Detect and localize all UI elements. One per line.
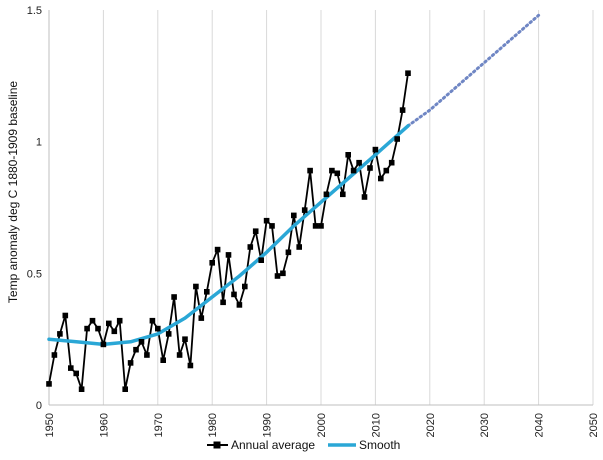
annual-point-1987 — [247, 244, 254, 250]
y-tick-label-1: 0.5 — [27, 268, 42, 280]
annual-point-2010 — [372, 146, 379, 153]
legend-annual-average-label: Annual average — [231, 438, 315, 452]
y-tick-label-0: 0 — [36, 400, 42, 412]
annual-point-1989 — [258, 257, 264, 263]
annual-point-1979 — [204, 289, 210, 295]
annual-point-1953 — [62, 312, 69, 319]
annual-point-2012 — [383, 167, 390, 174]
annual-point-1956 — [78, 386, 85, 392]
annual-point-1975 — [182, 336, 188, 342]
x-tick-label-1960: 1960 — [98, 413, 110, 437]
annual-point-2013 — [388, 159, 395, 166]
annual-point-1976 — [187, 362, 194, 369]
annual-point-1996 — [296, 244, 302, 250]
annual-point-1974 — [176, 352, 183, 358]
x-tick-label-2030: 2030 — [479, 413, 491, 437]
x-tick-label-2020: 2020 — [425, 413, 437, 437]
annual-point-1965 — [127, 360, 134, 366]
annual-point-2016 — [405, 70, 411, 76]
annual-point-1978 — [198, 315, 205, 321]
annual-point-1971 — [160, 357, 166, 363]
series-layer — [46, 13, 541, 392]
annual-point-2006 — [350, 167, 357, 174]
x-tick-labels: 1950 1960 1970 1980 1990 2000 2010 2020 2030 2040… — [44, 413, 600, 437]
annual-point-1994 — [285, 249, 292, 256]
y-tick-label-2: 1 — [36, 137, 42, 149]
annual-point-1988 — [252, 228, 259, 234]
annual-point-1963 — [116, 317, 123, 324]
annual-point-2009 — [367, 165, 373, 171]
annual-point-2003 — [334, 170, 341, 177]
y-axis-label: Temp anomaly deg C 1880-1909 baseline — [6, 81, 20, 303]
x-tick-label-2050: 2050 — [588, 413, 600, 437]
annual-point-2000 — [318, 223, 324, 229]
annual-point-1990 — [263, 217, 270, 224]
x-tick-label-1970: 1970 — [153, 413, 165, 437]
legend-smooth-label: Smooth — [359, 438, 400, 452]
annual-point-1972 — [165, 331, 172, 337]
annual-point-1999 — [312, 223, 319, 229]
annual-point-1982 — [220, 299, 226, 306]
annual-point-1962 — [111, 328, 118, 335]
x-tick-label-2010: 2010 — [370, 413, 382, 437]
annual-point-1968 — [144, 352, 150, 358]
annual-point-2014 — [394, 136, 400, 142]
vertical-gridlines — [48, 10, 594, 405]
annual-point-2015 — [399, 107, 406, 113]
x-tick-label-2000: 2000 — [316, 413, 328, 437]
annual-point-1959 — [95, 325, 101, 332]
annual-point-1950 — [46, 381, 52, 387]
x-tick-label-2040: 2040 — [534, 413, 546, 437]
annual-point-1951 — [51, 352, 58, 358]
annual-point-1980 — [209, 260, 215, 266]
x-tick-label-1950: 1950 — [44, 413, 56, 437]
annual-point-1954 — [68, 365, 74, 371]
annual-point-1970 — [155, 325, 161, 332]
annual-point-2005 — [345, 152, 351, 158]
annual-point-1961 — [106, 320, 112, 327]
annual-point-1957 — [84, 325, 90, 332]
projection-dotted-line — [406, 13, 541, 128]
annual-point-1964 — [122, 386, 128, 392]
annual-point-1973 — [171, 294, 177, 300]
annual-point-1995 — [291, 212, 297, 219]
annual-point-1952 — [57, 331, 63, 337]
annual-point-2007 — [356, 159, 362, 166]
annual-point-1993 — [280, 270, 286, 277]
annual-point-1977 — [193, 283, 199, 290]
annual-point-2011 — [378, 175, 384, 182]
y-tick-label-3: 1.5 — [27, 5, 42, 17]
y-tick-labels: 0 0.5 1 1.5 — [27, 5, 42, 412]
annual-point-2008 — [361, 194, 368, 200]
annual-point-1955 — [73, 370, 79, 377]
annual-point-1985 — [236, 302, 243, 308]
annual-point-1984 — [231, 291, 237, 298]
annual-point-1969 — [149, 317, 156, 324]
annual-point-2001 — [323, 191, 330, 198]
x-tick-label-1980: 1980 — [207, 413, 219, 437]
annual-point-1997 — [301, 207, 308, 213]
annual-point-2002 — [329, 167, 335, 174]
annual-point-1958 — [89, 317, 96, 324]
annual-point-1960 — [100, 341, 107, 348]
annual-point-1986 — [242, 283, 248, 290]
annual-point-1992 — [274, 273, 281, 279]
annual-point-1967 — [138, 339, 145, 345]
legend-annual-average-marker — [213, 441, 221, 449]
annual-point-1966 — [133, 346, 139, 353]
x-tick-label-1990: 1990 — [262, 413, 274, 437]
annual-point-1998 — [307, 167, 313, 174]
smooth-line — [47, 124, 410, 347]
annual-point-1981 — [214, 246, 221, 253]
annual-point-1991 — [269, 223, 275, 229]
annual-point-1983 — [225, 252, 232, 258]
annual-point-2004 — [340, 191, 346, 198]
legend: Annual average Smooth — [207, 438, 400, 452]
